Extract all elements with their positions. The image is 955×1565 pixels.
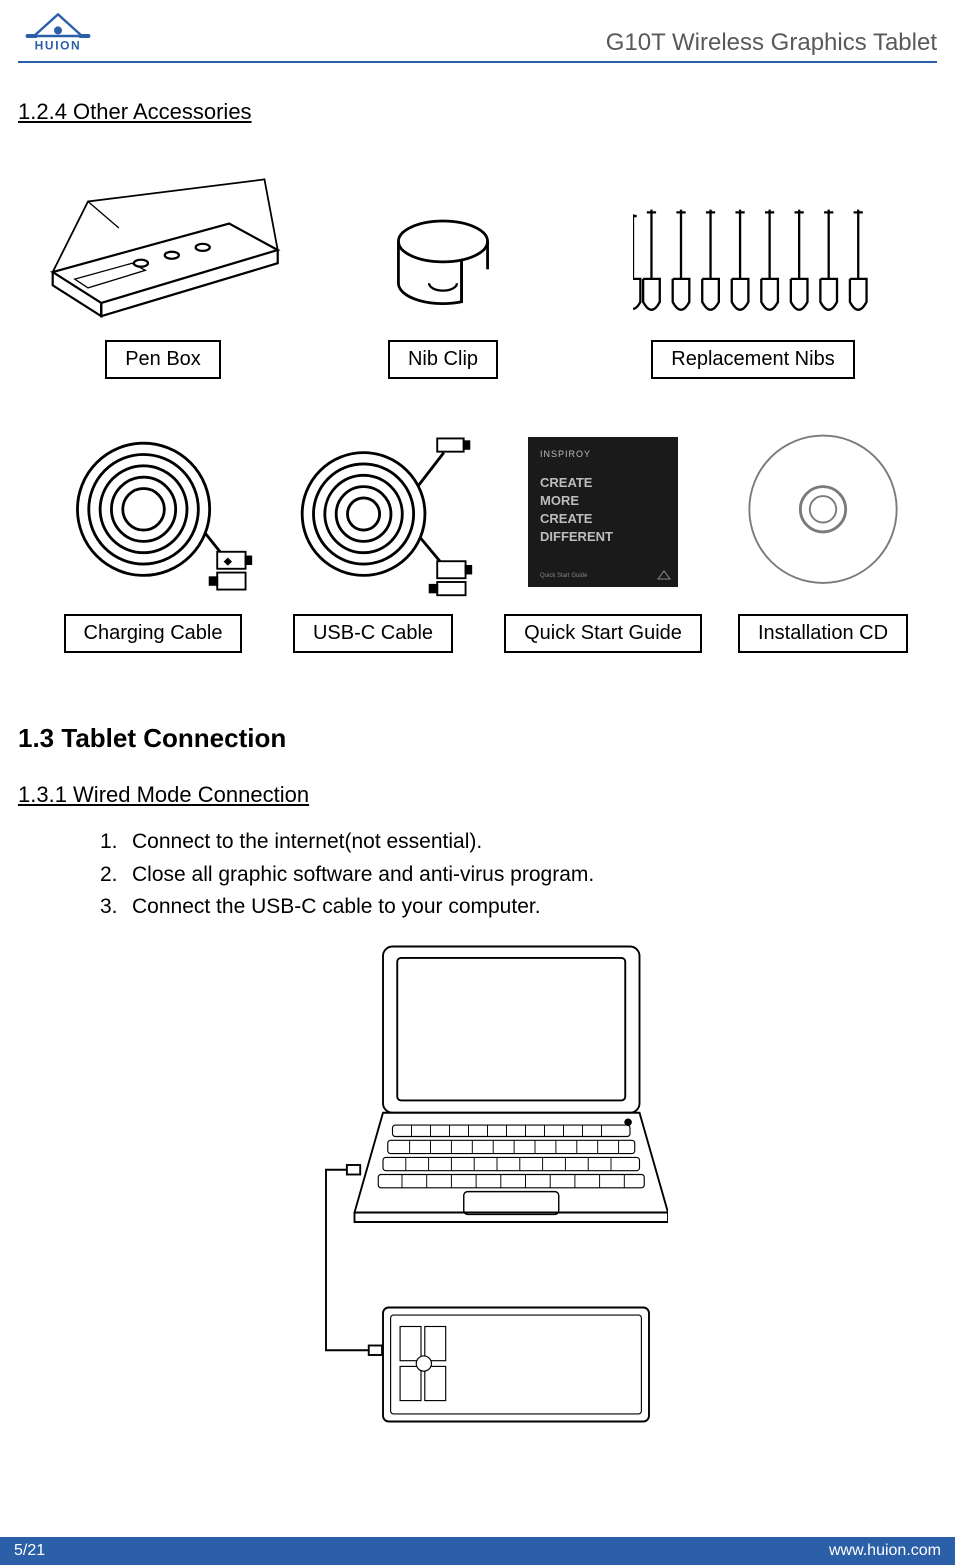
section-accessories-heading: 1.2.4 Other Accessories (18, 99, 937, 125)
accessory-installation-cd: Installation CD (718, 429, 928, 653)
step-2-text: Close all graphic software and anti-viru… (132, 859, 594, 892)
connection-diagram (18, 934, 937, 1439)
pen-box-label: Pen Box (105, 340, 221, 379)
logo-text: HUION (35, 39, 82, 52)
page-current: 5 (14, 1542, 23, 1560)
svg-text:INSPIROY: INSPIROY (540, 449, 591, 459)
step-2: 2.Close all graphic software and anti-vi… (88, 859, 937, 892)
page-total: 21 (27, 1542, 45, 1560)
accessory-usb-c-cable: USB-C Cable (268, 429, 478, 653)
accessory-quick-start-guide: INSPIROY CREATE MORE CREATE DIFFERENT Qu… (498, 429, 708, 653)
usb-c-cable-label: USB-C Cable (293, 614, 453, 653)
replacement-nibs-label: Replacement Nibs (651, 340, 854, 379)
svg-text:MORE: MORE (540, 493, 579, 508)
accessories-row-1: Pen Box Nib Clip (18, 175, 937, 379)
svg-text:⬌: ⬌ (225, 557, 232, 566)
svg-text:Quick Start Guide: Quick Start Guide (540, 573, 588, 579)
footer-url: www.huion.com (815, 1537, 955, 1565)
accessory-pen-box: Pen Box (18, 175, 308, 379)
connection-steps: 1.Connect to the internet(not essential)… (88, 826, 937, 924)
step-3: 3.Connect the USB-C cable to your comput… (88, 891, 937, 924)
page-footer: 5 / 21 www.huion.com (0, 1537, 955, 1565)
step-3-text: Connect the USB-C cable to your computer… (132, 891, 541, 924)
svg-text:DIFFERENT: DIFFERENT (540, 529, 613, 544)
accessories-row-2: ⬌ Charging Cable (18, 429, 937, 653)
charging-cable-label: Charging Cable (64, 614, 243, 653)
step-1: 1.Connect to the internet(not essential)… (88, 826, 937, 859)
step-1-text: Connect to the internet(not essential). (132, 826, 482, 859)
nib-clip-label: Nib Clip (388, 340, 498, 379)
page-number: 5 / 21 (0, 1537, 59, 1565)
svg-text:CREATE: CREATE (540, 475, 593, 490)
page-header: HUION G10T Wireless Graphics Tablet (18, 8, 937, 63)
installation-cd-label: Installation CD (738, 614, 908, 653)
quick-start-guide-label: Quick Start Guide (504, 614, 702, 653)
huion-logo: HUION (18, 8, 98, 57)
section-wired-heading: 1.3.1 Wired Mode Connection (18, 782, 937, 808)
svg-text:CREATE: CREATE (540, 511, 593, 526)
section-connection-heading: 1.3 Tablet Connection (18, 723, 937, 754)
accessory-nib-clip: Nib Clip (348, 195, 538, 379)
accessory-charging-cable: ⬌ Charging Cable (48, 429, 258, 653)
accessory-replacement-nibs: Replacement Nibs (598, 205, 908, 379)
product-title: G10T Wireless Graphics Tablet (606, 29, 937, 57)
